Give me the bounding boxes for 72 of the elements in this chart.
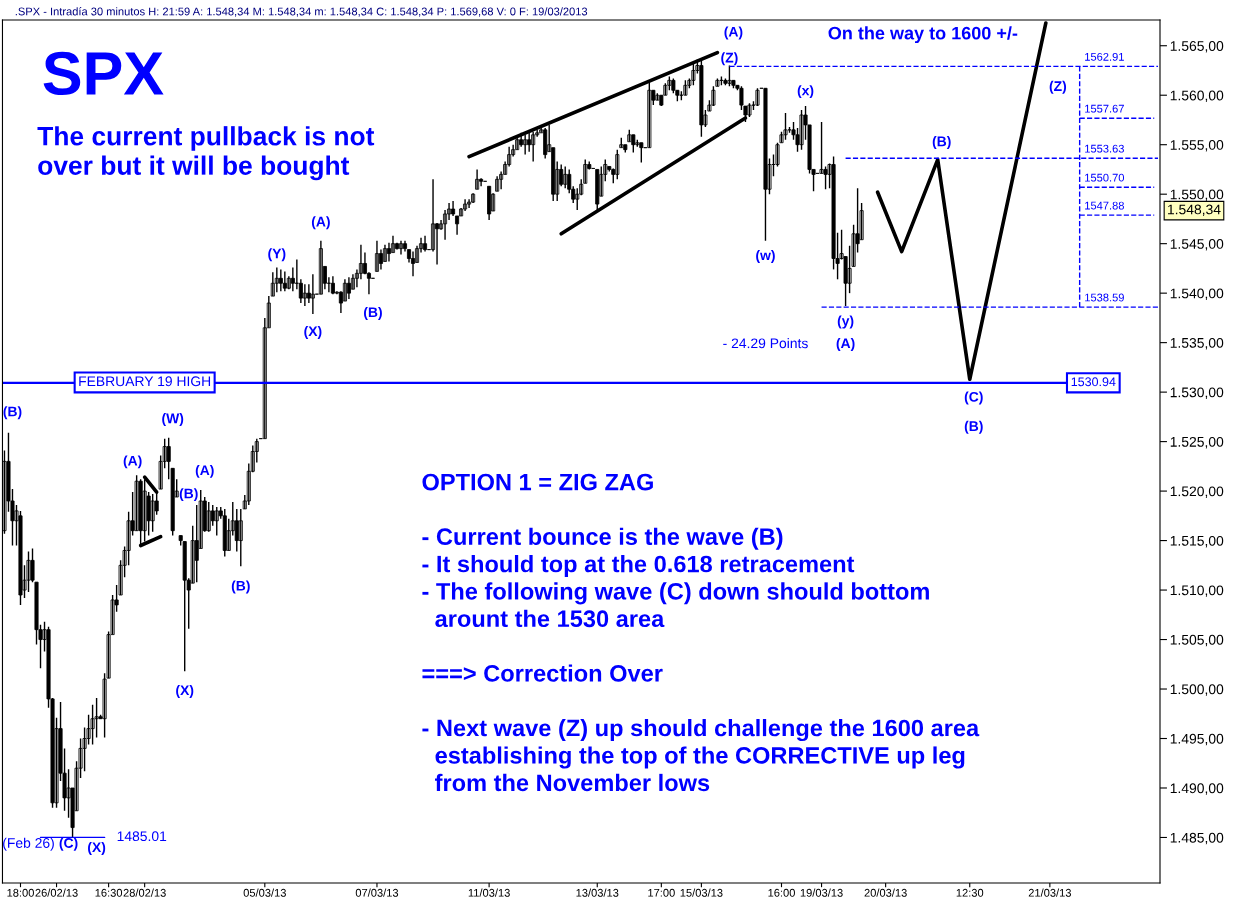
x-tick-label: 11/03/13 <box>468 888 510 897</box>
y-tick-label: 1.565,00 <box>1170 41 1224 53</box>
annotation: (X) <box>88 842 106 855</box>
annotation: (A) <box>123 455 142 469</box>
y-tick-label: 1.535,00 <box>1170 337 1224 350</box>
annotation: (A) <box>836 338 855 351</box>
annotation: (B) <box>932 136 951 150</box>
x-tick-label: 07/03/13 <box>355 888 399 897</box>
annotation: (B) <box>179 488 198 502</box>
y-tick-label: 1.555,00 <box>1170 140 1224 152</box>
annotation: SPX <box>43 51 164 96</box>
annotation: (C) <box>59 837 78 851</box>
x-tick-label: 15/03/13 <box>680 888 723 897</box>
y-tick-label: 1.550,00 <box>1170 189 1224 201</box>
ref-line-label: 1557.67 <box>1085 104 1124 113</box>
annotation: (Y) <box>268 248 286 262</box>
y-tick-label: 1.545,00 <box>1170 239 1224 251</box>
x-tick-label: 16:00 <box>768 888 795 897</box>
annotation: (Z) <box>721 52 738 66</box>
series-label: 1485.01 <box>117 831 167 842</box>
y-tick-label: 1.505,00 <box>1170 634 1224 647</box>
chart-title: .SPX - Intradía 30 minutos H: 21:59 A: 1.548,34 M: 1.548,34 m: 1.548,34 C: 1.548,34 P: 1.569,68 V: 0 F: 19/03/2013 <box>15 7 588 17</box>
x-tick-label: 17:00 <box>648 888 675 897</box>
annotation: - 24.29 Points <box>723 338 808 349</box>
x-tick-label: 28/02/13 <box>123 888 166 897</box>
annotation: (A) <box>724 26 743 40</box>
ref-line-label: 1550.70 <box>1085 173 1125 182</box>
annotation: (B) <box>231 580 250 594</box>
x-tick-label: 20/03/13 <box>864 888 907 897</box>
annotation: (Feb 26) <box>3 837 54 851</box>
y-tick-label: 1.510,00 <box>1170 585 1224 597</box>
ref-line-label: 1547.88 <box>1085 201 1124 210</box>
annotation: On the way to 1600 +/- <box>828 26 1018 44</box>
annotation: (B) <box>964 420 983 434</box>
series-label: 1538.59 <box>1085 293 1124 302</box>
x-tick-label: 21/03/13 <box>1028 888 1071 897</box>
annotation: FEBRUARY 19 HIGH <box>79 376 211 387</box>
y-tick-label: 1.515,00 <box>1170 535 1224 548</box>
annotation: (x) <box>797 85 814 99</box>
y-tick-label: 1.530,00 <box>1170 387 1224 399</box>
y-tick-label: 1.500,00 <box>1170 684 1224 696</box>
x-tick-label: 13/03/13 <box>576 888 619 897</box>
x-tick-label: 26/02/13 <box>35 888 78 897</box>
x-tick-label: 12:30 <box>956 888 984 897</box>
y-tick-label: 1.540,00 <box>1170 288 1224 300</box>
text: OPTION 1 = ZIG ZAG - Current bounce is the wave (B) - It should top at the 0.618 retracement - The following wave (C) down should bottom arount the 1530 area ===> Correction Over - Next wave (Z) up should challenge the 1600 area establishing the top of the CORRECTIVE up leg from the November lows <box>422 473 980 792</box>
annotation: (B) <box>3 406 22 420</box>
y-tick-label: 1.520,00 <box>1170 486 1224 498</box>
y-tick-label: 1.560,00 <box>1170 90 1224 103</box>
annotation: The current pullback is not over but it will be bought <box>37 126 375 181</box>
series-label: 1562.91 <box>1085 52 1124 61</box>
series-label: 1553.63 <box>1085 144 1124 153</box>
annotation: (B) <box>364 306 382 320</box>
x-tick-label: 05/03/13 <box>243 888 286 897</box>
y-tick-label: 1.490,00 <box>1170 783 1224 795</box>
text: 1.548,34 <box>1168 204 1221 216</box>
annotation: (Z) <box>1049 80 1067 94</box>
y-tick-label: 1.525,00 <box>1170 436 1224 449</box>
annotation: (C) <box>964 391 983 405</box>
annotation: (W) <box>162 413 184 427</box>
x-tick-label: 18:00 <box>7 888 34 897</box>
ref-line-label: 1530.94 <box>1071 377 1116 387</box>
annotation: (X) <box>176 684 194 698</box>
annotation: (w) <box>756 249 775 263</box>
annotation: (A) <box>311 216 330 230</box>
annotation: (X) <box>304 325 322 339</box>
x-tick-label: 19/03/13 <box>800 888 843 897</box>
x-tick-label: 16:30 <box>95 888 123 897</box>
y-tick-label: 1.495,00 <box>1170 733 1224 746</box>
y-tick-label: 1.485,00 <box>1170 832 1224 845</box>
annotation: (y) <box>837 315 854 329</box>
annotation: (A) <box>195 464 214 478</box>
